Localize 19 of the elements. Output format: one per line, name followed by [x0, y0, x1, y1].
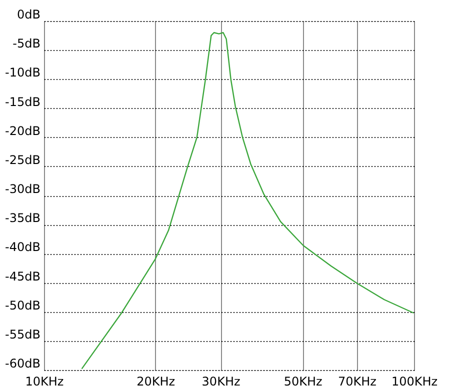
- x-tick-label: 70KHz: [338, 374, 376, 388]
- y-tick-label: -55dB: [5, 327, 40, 342]
- y-tick-label: -40dB: [5, 240, 40, 254]
- y-tick-label: -35dB: [5, 211, 40, 226]
- y-tick-label: -20dB: [5, 124, 40, 138]
- x-tick-label: 20KHz: [136, 374, 176, 388]
- x-tick-label: 10KHz: [25, 374, 64, 388]
- y-tick-label: -60dB: [5, 356, 40, 370]
- y-tick-label: -30dB: [5, 182, 40, 196]
- y-tick-label: -15dB: [5, 94, 40, 109]
- x-tick-label: 100KHz: [391, 374, 438, 388]
- x-tick-label: 50KHz: [284, 374, 322, 388]
- y-tick-label: 0dB: [17, 8, 40, 22]
- y-tick-label: -50dB: [5, 298, 40, 312]
- x-tick-label: 30KHz: [202, 374, 240, 388]
- y-tick-label: -45dB: [5, 269, 40, 284]
- y-tick-label: -10dB: [5, 66, 40, 80]
- y-tick-label: -5dB: [12, 36, 40, 51]
- y-tick-label: -25dB: [5, 152, 40, 167]
